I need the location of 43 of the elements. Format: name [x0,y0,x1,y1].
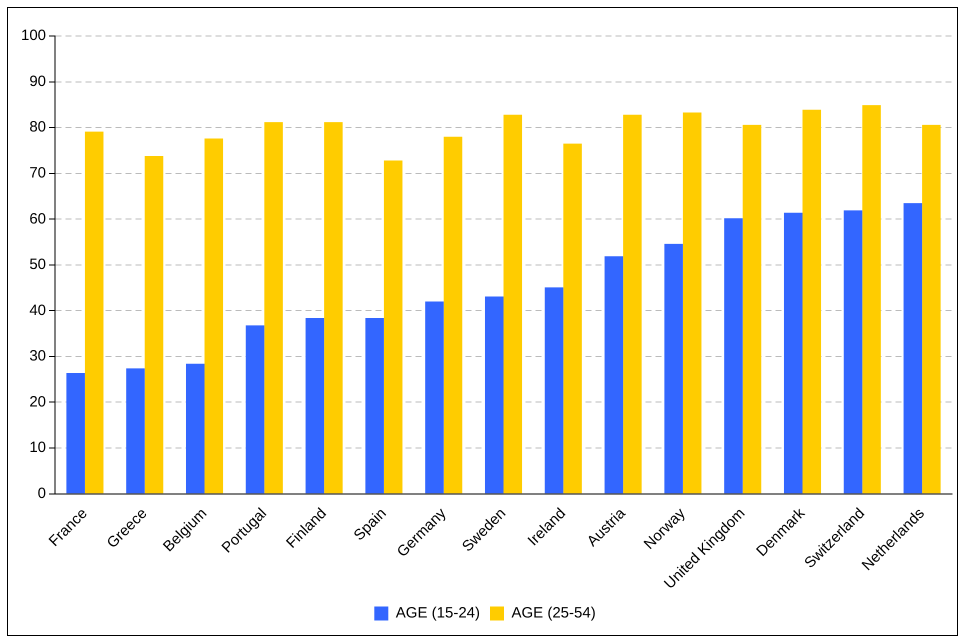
y-tick-label: 60 [29,210,46,228]
bar [664,244,683,494]
bar [623,114,642,494]
bar [126,368,145,494]
bar [844,210,862,494]
y-tick-label: 0 [38,484,46,502]
y-tick-label: 50 [29,256,46,274]
bar [66,372,85,494]
bar [384,160,402,494]
legend-label: AGE (15-24) [396,604,480,622]
bar [365,318,384,494]
bar [724,218,743,494]
bar [604,256,624,494]
bar [922,124,941,494]
bar [444,136,462,494]
y-tick-label: 100 [20,27,46,44]
y-tick-label: 10 [29,439,46,456]
bar [84,132,104,494]
y-tick-label: 20 [29,393,46,410]
y-tick-label: 40 [29,302,46,319]
bar [425,302,444,494]
y-tick-label: 30 [29,348,46,365]
bar [504,114,522,494]
y-tick-label: 80 [29,118,46,136]
y-tick-label: 70 [29,164,46,182]
bar [544,287,564,494]
legend-label: AGE (25-54) [512,604,596,622]
bar [784,212,803,494]
bar [264,122,283,494]
bar [324,122,343,494]
bar [484,296,504,494]
bar [802,110,822,494]
bar [904,203,922,494]
bar [742,124,762,494]
bar [306,318,324,494]
bar [862,105,881,494]
bar [563,144,582,494]
bar [682,112,702,494]
y-tick-label: 90 [29,72,46,90]
bar [186,364,205,494]
bar [144,156,164,494]
bar [246,325,264,494]
bar [204,138,224,494]
